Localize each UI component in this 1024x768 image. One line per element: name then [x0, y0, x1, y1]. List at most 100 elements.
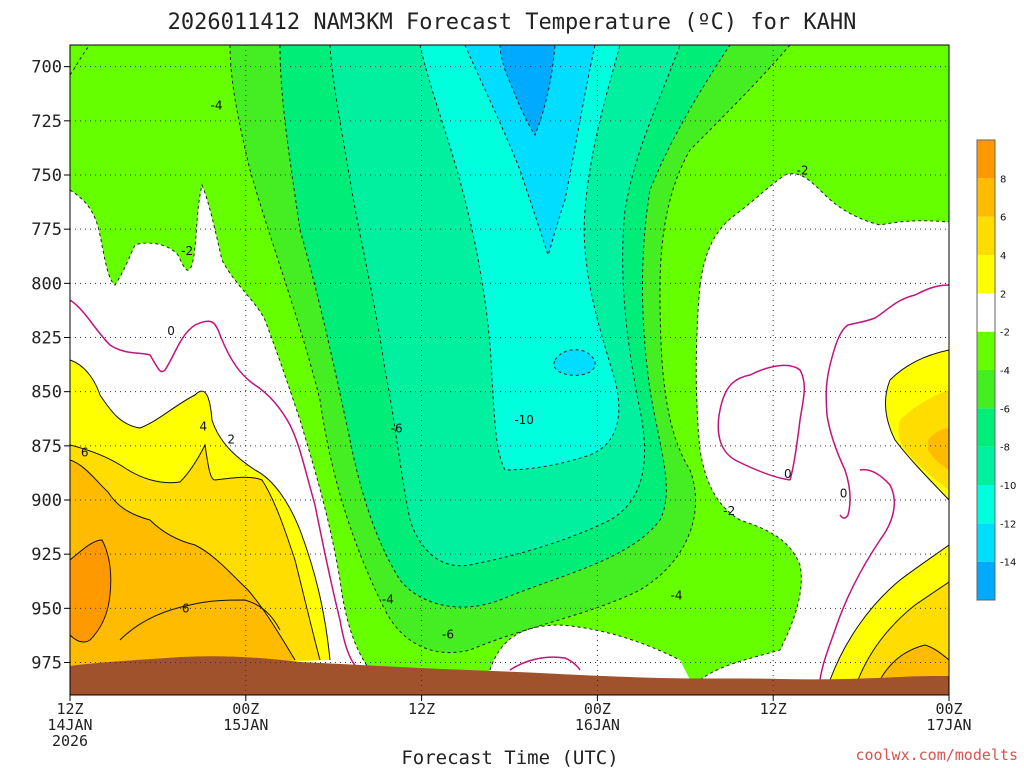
- x-tick-label: 00Z: [935, 700, 962, 718]
- isotherm-6-right: [879, 644, 949, 681]
- y-tick-label: 800: [31, 274, 62, 294]
- band-6-8-lower-right: [880, 645, 949, 680]
- colorbar-swatch: [977, 446, 995, 485]
- x-tick-label: 2026: [52, 732, 88, 750]
- negative-isotherms: [70, 45, 949, 681]
- isotherm-4-right: [857, 581, 949, 681]
- isotherm-minus12: [464, 45, 596, 257]
- contour-label: 2: [227, 432, 235, 446]
- contour-label: -4: [382, 593, 394, 607]
- x-tick-label: 16JAN: [575, 716, 620, 734]
- contour-label: -2: [181, 244, 193, 258]
- band-6-8-left: [70, 460, 295, 670]
- colorbar-tick-label: 4: [1000, 251, 1006, 262]
- contour-field: [70, 45, 949, 695]
- x-tick-label: 00Z: [232, 700, 259, 718]
- contour-label: -4: [671, 588, 683, 602]
- isotherm-minus12-pocket: [553, 349, 596, 376]
- isotherm-2-bottom-right: [829, 544, 949, 681]
- isotherm-2-left: [70, 359, 331, 661]
- y-tick-label: 700: [31, 58, 62, 78]
- contour-labels: -4 -2 0 4 2 6 6 -6 -10 -2 -4 -6 -4 -2 0 0: [81, 99, 848, 642]
- isotherm-minus2-left: [70, 183, 371, 671]
- colorbar-tick-label: -10: [1000, 481, 1016, 492]
- contour-label: 0: [784, 467, 792, 481]
- colorbar-swatch: [977, 178, 995, 217]
- y-axis: 700 725 750 775 800 825 850 875 900 925 950 975: [31, 58, 70, 674]
- isotherm-minus14: [499, 45, 556, 137]
- chart-title: 2026011412 NAM3KM Forecast Temperature (…: [168, 10, 857, 35]
- zero-isotherm-right: [825, 284, 949, 519]
- colorbar-tick-label: -2: [1000, 328, 1010, 339]
- isotherm-minus2-right: [699, 173, 949, 286]
- band-minus14-minus12-pocket: [553, 349, 596, 376]
- isotherm-6-left: [70, 459, 296, 661]
- y-tick-label: 750: [31, 166, 62, 186]
- contour-label: -6: [391, 422, 403, 436]
- contour-label: 6: [182, 601, 190, 615]
- colorbar-tick-label: 6: [1000, 213, 1006, 224]
- band-above-8-left: [70, 540, 111, 643]
- x-tick-label: 12Z: [56, 700, 83, 718]
- isotherm-8-left: [70, 539, 112, 643]
- colorbar-tick-label: -4: [1000, 366, 1010, 377]
- contour-label: 0: [840, 487, 848, 501]
- gridlines: [70, 45, 949, 695]
- colorbar-swatch: [977, 523, 995, 562]
- x-tick-label: 14JAN: [47, 716, 92, 734]
- colorbar-swatch: [977, 485, 995, 524]
- band-below-minus14: [500, 45, 555, 135]
- zero-isotherm-right-branch: [717, 409, 791, 481]
- zero-isotherm-left: [70, 299, 361, 671]
- y-tick-label: 850: [31, 383, 62, 403]
- contour-label: -4: [211, 99, 223, 113]
- contour-label: -2: [797, 164, 809, 178]
- band-6-8-right: [928, 428, 949, 470]
- isotherm-minus8: [329, 45, 681, 567]
- isotherm-minus4-right: [384, 45, 791, 654]
- contour-label: -6: [442, 627, 454, 641]
- positive-isotherms: [70, 349, 949, 681]
- zero-isotherm-bottom: [509, 656, 581, 671]
- y-tick-label: 975: [31, 654, 62, 674]
- y-tick-label: 950: [31, 599, 62, 619]
- colorbar-tick-label: -8: [1000, 443, 1010, 454]
- x-tick-label: 00Z: [584, 700, 611, 718]
- colorbar-tick-label: -12: [1000, 519, 1016, 530]
- terrain: [70, 656, 949, 695]
- y-tick-label: 725: [31, 112, 62, 132]
- x-tick-label: 15JAN: [223, 716, 268, 734]
- colorbar-swatch: [977, 140, 995, 179]
- y-tick-label: 875: [31, 437, 62, 457]
- isotherm-6-lower-left: [119, 599, 281, 641]
- colorbar-swatch: [977, 216, 995, 255]
- colorbar-legend: -14 -12 -10 -8 -6 -4 -2 2 4 6 8: [976, 139, 1016, 601]
- isotherm-4-left: [70, 443, 321, 661]
- isotherm-minus4: [229, 45, 386, 611]
- colorbar-swatch: [977, 408, 995, 447]
- isotherm-2-right-lower: [885, 379, 949, 501]
- colorbar-swatch: [977, 293, 995, 332]
- x-tick-label: 17JAN: [926, 716, 971, 734]
- colorbar-frame: [976, 139, 996, 601]
- colorbar-swatch: [977, 331, 995, 370]
- isotherm-minus10: [419, 45, 621, 471]
- colorbar-tick-label: 8: [1000, 174, 1006, 185]
- contour-label: -10: [514, 413, 534, 427]
- y-tick-label: 825: [31, 329, 62, 349]
- x-axis-label: Forecast Time (UTC): [401, 747, 618, 768]
- credit-link[interactable]: coolwx.com/modelts: [855, 746, 1018, 764]
- contour-label: 6: [81, 445, 89, 459]
- colorbar-swatch: [977, 370, 995, 409]
- colorbar-tick-label: -6: [1000, 404, 1010, 415]
- colorbar-swatch: [977, 561, 995, 600]
- band-minus2-2-bottom: [480, 625, 690, 680]
- y-tick-label: 925: [31, 545, 62, 565]
- colorbar-tick-label: -14: [1000, 558, 1016, 569]
- isotherm-minus2-bottom: [489, 624, 681, 671]
- isotherm-minus6: [279, 45, 731, 608]
- y-tick-label: 775: [31, 220, 62, 240]
- plot-frame: [69, 44, 950, 696]
